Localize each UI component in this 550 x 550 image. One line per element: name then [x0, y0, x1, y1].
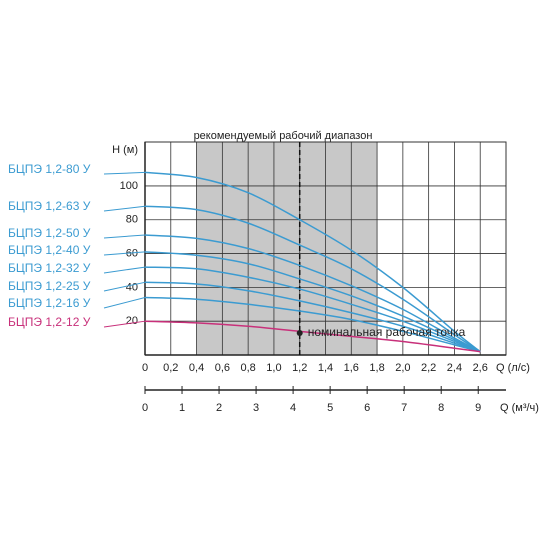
series-line: [144, 234, 481, 353]
series-line: [144, 266, 481, 353]
x2-tick-label: 8: [438, 402, 444, 414]
legend-leader: [103, 251, 146, 256]
series-line: [144, 320, 481, 353]
x2-tick-label: 6: [364, 402, 370, 414]
y-tick-label: 80: [126, 214, 138, 226]
x2-tick-label: 1: [179, 402, 185, 414]
x2-tick-label: 2: [216, 402, 222, 414]
x-tick-label: 2,6: [473, 362, 488, 374]
x-tick-label: 2,0: [395, 362, 410, 374]
nominal-label: номинальная рабочая точка: [308, 325, 466, 339]
chart-title: рекомендуемый рабочий диапазон: [194, 130, 373, 142]
x-tick-label: 1,0: [266, 362, 281, 374]
nominal-point: [296, 330, 303, 337]
x-tick-label: 1,8: [369, 362, 384, 374]
x2-tick-label: 4: [290, 402, 296, 414]
legend-leader: [103, 297, 146, 309]
x2-tick-label: 3: [253, 402, 259, 414]
series-line: [144, 205, 481, 353]
x-tick-label: 1,6: [344, 362, 359, 374]
y-tick-label: 20: [126, 315, 138, 327]
x-tick-label: 0: [142, 362, 148, 374]
y-tick-label: 40: [126, 281, 138, 293]
legend-label: БЦПЭ 1,2-25 У: [8, 279, 91, 293]
x2-tick-label: 0: [142, 402, 148, 414]
legend-label: БЦПЭ 1,2-40 У: [8, 243, 91, 257]
y-axis-label: H (м): [112, 144, 138, 156]
series-line: [144, 251, 481, 353]
series-line: [144, 296, 481, 353]
legend-label: БЦПЭ 1,2-80 У: [8, 162, 91, 176]
legend-label: БЦПЭ 1,2-63 У: [8, 199, 91, 213]
x2-axis-label: Q (м³/ч): [500, 402, 539, 414]
x2-tick-label: 7: [401, 402, 407, 414]
x-tick-label: 1,2: [292, 362, 307, 374]
legend-leader: [103, 320, 146, 328]
series-line: [144, 171, 481, 353]
legend-leader: [103, 234, 146, 239]
x-tick-label: 2,4: [447, 362, 462, 374]
x-tick-label: 2,2: [421, 362, 436, 374]
legend-leader: [103, 205, 146, 212]
y-tick-label: 60: [126, 247, 138, 259]
x-tick-label: 0,2: [163, 362, 178, 374]
x-tick-label: 0,6: [215, 362, 230, 374]
y-tick-label: 100: [120, 180, 138, 192]
legend-leader: [103, 266, 146, 274]
x-tick-label: 0,8: [240, 362, 255, 374]
background-layer: [144, 142, 506, 355]
legend-label: БЦПЭ 1,2-12 У: [8, 315, 91, 329]
legend-label: БЦПЭ 1,2-16 У: [8, 296, 91, 310]
series-line: [144, 281, 481, 353]
legend-leader: [103, 281, 146, 292]
x2-tick-label: 5: [327, 402, 333, 414]
x-tick-label: 1,4: [318, 362, 333, 374]
legend-leader: [103, 171, 146, 175]
x-axis-label: Q (л/с): [496, 362, 530, 374]
legend-label: БЦПЭ 1,2-50 У: [8, 226, 91, 240]
legend-label: БЦПЭ 1,2-32 У: [8, 261, 91, 275]
x-tick-label: 0,4: [189, 362, 204, 374]
recommended-range: [196, 142, 378, 355]
x2-tick-label: 9: [475, 402, 481, 414]
